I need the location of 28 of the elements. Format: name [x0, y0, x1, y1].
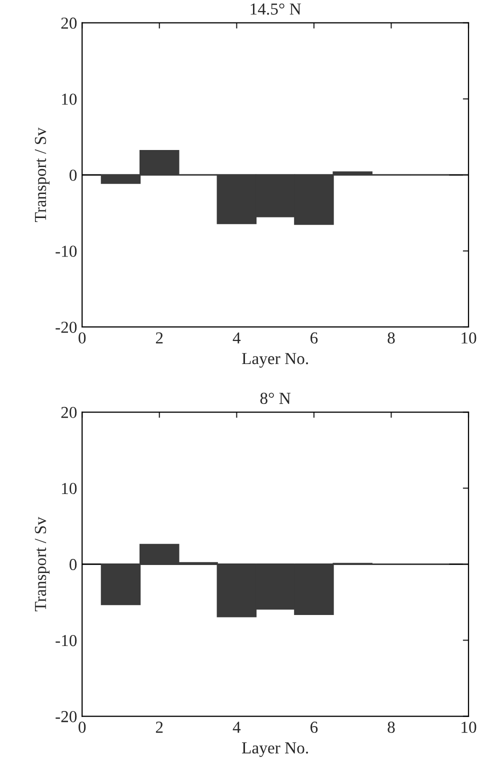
x-tick-label: 4: [232, 722, 241, 733]
y-tick-label: 20: [61, 406, 77, 418]
x-tick-label: 6: [310, 722, 318, 733]
y-tick-label: 10: [62, 94, 77, 105]
chart-title: 14.5° N: [250, 3, 301, 15]
x-axis-title: Layer No.: [242, 353, 308, 368]
chart-title: 8° N: [260, 392, 291, 404]
y-tick-label: 10: [62, 482, 77, 494]
x-tick-label: 10: [462, 722, 476, 733]
y-tick-label: -20: [56, 710, 77, 722]
y-tick-label: -10: [56, 246, 77, 257]
y-tick-label: 0: [70, 170, 77, 181]
x-tick-label: 2: [156, 722, 163, 733]
y-tick-label: 0: [70, 558, 77, 570]
y-tick-label: 20: [61, 18, 77, 29]
y-tick-label: -20: [56, 322, 77, 333]
x-tick-label: 0: [78, 332, 86, 344]
x-tick-label: 10: [462, 332, 476, 344]
x-tick-label: 6: [310, 332, 318, 344]
x-tick-label: 0: [78, 722, 86, 733]
y-axis-title: Transport / Sv: [34, 516, 50, 612]
x-axis-title: Layer No.: [242, 742, 308, 757]
x-tick-label: 8: [388, 332, 395, 344]
y-tick-label: -10: [56, 634, 77, 646]
x-tick-label: 4: [232, 332, 241, 344]
x-tick-label: 2: [156, 332, 163, 344]
x-tick-label: 8: [388, 722, 395, 733]
y-axis-title: Transport / Sv: [34, 128, 50, 222]
